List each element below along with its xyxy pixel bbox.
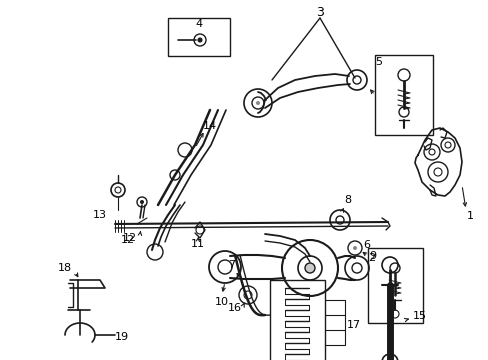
Text: 7: 7 (228, 260, 235, 270)
Text: 9: 9 (368, 251, 376, 261)
Circle shape (305, 263, 314, 273)
Text: 3: 3 (315, 5, 323, 18)
Text: 1: 1 (466, 211, 472, 221)
Text: 11: 11 (191, 239, 204, 249)
Text: 10: 10 (215, 297, 228, 307)
Text: 16: 16 (227, 303, 242, 313)
Text: 17: 17 (346, 320, 360, 330)
Circle shape (198, 38, 202, 42)
Text: 13: 13 (93, 210, 107, 220)
Text: 4: 4 (195, 19, 202, 29)
Bar (168, 18, 229, 56)
Text: 5: 5 (375, 57, 382, 67)
Text: 12: 12 (122, 233, 137, 243)
Text: 14: 14 (203, 121, 217, 131)
Text: 19: 19 (115, 332, 129, 342)
Text: 8: 8 (344, 195, 351, 205)
Text: 2: 2 (367, 253, 375, 263)
Circle shape (256, 101, 260, 105)
Text: 6: 6 (363, 240, 370, 250)
Text: 18: 18 (58, 263, 72, 273)
Text: 12: 12 (121, 235, 135, 245)
Circle shape (352, 246, 356, 250)
Bar (374, 55, 432, 135)
Text: 15: 15 (412, 311, 426, 321)
Bar (269, 280, 325, 360)
Circle shape (140, 200, 143, 204)
Bar (367, 248, 422, 323)
